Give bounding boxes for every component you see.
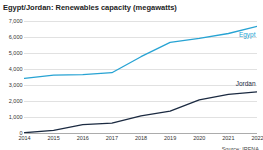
- svg-text:6,000: 6,000: [9, 34, 23, 40]
- svg-text:1,000: 1,000: [9, 114, 23, 120]
- svg-text:Jordan: Jordan: [236, 80, 256, 87]
- svg-text:2014: 2014: [18, 135, 30, 141]
- svg-text:4,000: 4,000: [9, 66, 23, 72]
- svg-text:7,000: 7,000: [9, 18, 23, 24]
- svg-text:2,000: 2,000: [9, 98, 23, 104]
- svg-text:5,000: 5,000: [9, 50, 23, 56]
- svg-text:2021: 2021: [222, 135, 234, 141]
- svg-text:2020: 2020: [193, 135, 205, 141]
- html-text:Egypt/Jordan: Renewables capac: Egypt/Jordan: Renewables capacity (megaw…: [3, 3, 177, 12]
- svg-text:2017: 2017: [106, 135, 118, 141]
- svg-text:2019: 2019: [164, 135, 176, 141]
- svg-text:2022: 2022: [251, 135, 263, 141]
- svg-text:Egypt: Egypt: [239, 31, 256, 39]
- svg-text:2018: 2018: [135, 135, 147, 141]
- svg-text:0: 0: [19, 130, 22, 136]
- svg-text:2016: 2016: [77, 135, 89, 141]
- svg-text:3,000: 3,000: [9, 82, 23, 88]
- svg-text:2015: 2015: [48, 135, 60, 141]
